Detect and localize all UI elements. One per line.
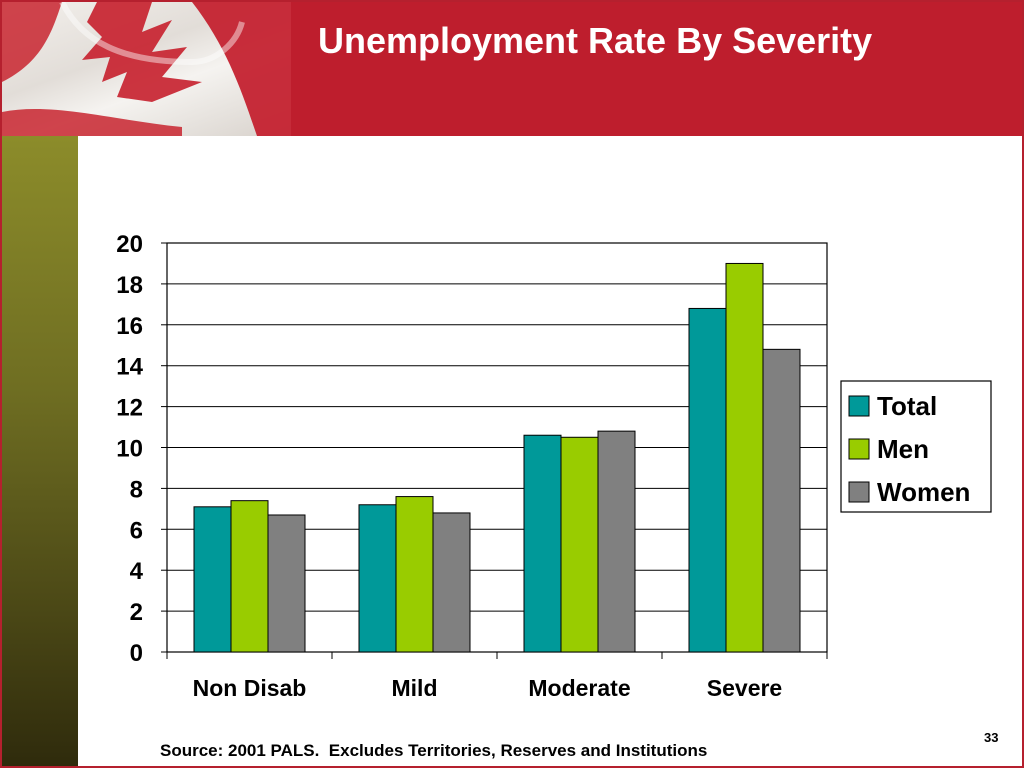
y-tick-label: 18 xyxy=(116,272,143,299)
y-tick-label: 4 xyxy=(130,558,144,585)
bar-men xyxy=(560,436,599,653)
y-tick-label: 14 xyxy=(116,354,143,381)
page-number: 33 xyxy=(984,730,999,745)
legend-swatch-women xyxy=(848,481,870,503)
maple-leaf-flag-icon xyxy=(2,2,291,136)
bar-women xyxy=(267,514,306,653)
bar-men xyxy=(725,262,764,653)
bar-women xyxy=(597,430,636,653)
side-accent-bar xyxy=(2,136,78,766)
y-tick-label: 10 xyxy=(116,436,143,463)
legend-label: Women xyxy=(877,477,970,507)
legend-label: Total xyxy=(877,391,937,421)
y-tick-label: 0 xyxy=(130,640,143,667)
source-note: Source: 2001 PALS. Excludes Territories,… xyxy=(160,741,708,760)
y-tick-label: 12 xyxy=(116,395,143,422)
bar-total xyxy=(193,506,232,653)
bar-men xyxy=(230,500,269,653)
x-tick-label: Non Disab xyxy=(193,675,307,701)
y-tick-label: 16 xyxy=(116,313,143,340)
slide-title: Unemployment Rate By Severity xyxy=(318,20,873,61)
legend-swatch-total xyxy=(848,395,870,417)
bar-total xyxy=(358,504,397,653)
bar-men xyxy=(395,496,434,653)
bar-women xyxy=(762,348,801,653)
y-tick-label: 6 xyxy=(130,517,143,544)
bar-total xyxy=(688,307,727,653)
y-tick-label: 20 xyxy=(116,231,143,258)
canada-flag-image xyxy=(2,2,291,136)
bar-women xyxy=(432,512,471,653)
bar-total xyxy=(523,434,562,653)
y-tick-label: 2 xyxy=(130,599,143,626)
legend-label: Men xyxy=(877,434,929,464)
legend-swatch-men xyxy=(848,438,870,460)
x-tick-label: Moderate xyxy=(528,675,630,701)
y-tick-label: 8 xyxy=(130,476,143,503)
x-tick-label: Severe xyxy=(707,675,782,701)
x-tick-label: Mild xyxy=(392,675,438,701)
